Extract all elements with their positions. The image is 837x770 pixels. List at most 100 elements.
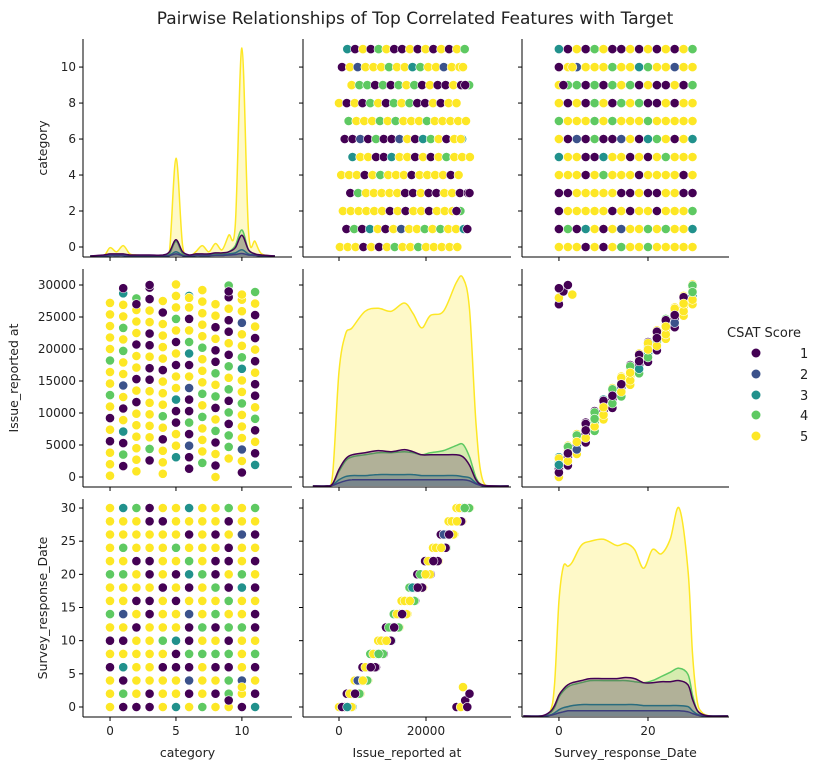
- scatter-point: [144, 340, 155, 351]
- kde-curve-csat-3: [312, 473, 509, 487]
- scatter-point: [105, 556, 115, 566]
- scatter-point: [197, 609, 208, 619]
- scatter-point: [197, 649, 208, 659]
- y-tick-label: 0: [68, 240, 76, 254]
- scatter-point: [131, 675, 142, 686]
- kde-fill-csat-1: [523, 677, 729, 717]
- panel-date-vs-date: 0 20: [518, 499, 729, 738]
- y-tick-label: 15: [61, 601, 76, 615]
- scatter-point: [554, 242, 564, 252]
- scatter-point: [625, 188, 636, 198]
- scatter-point: [197, 662, 208, 673]
- scatter-point: [563, 206, 573, 216]
- scatter-point: [554, 98, 564, 108]
- scatter-point: [625, 62, 636, 72]
- scatter-point: [616, 206, 627, 216]
- scatter-point: [598, 152, 609, 162]
- scatter-point: [210, 322, 221, 333]
- scatter-point: [184, 463, 194, 474]
- scatter-point: [236, 289, 247, 300]
- panel-date-vs-category: 0 5 10 15 20 25 30 0 5 10: [61, 499, 292, 738]
- scatter-point: [157, 457, 168, 468]
- panel-issue-vs-issue: [299, 269, 511, 491]
- scatter-point: [157, 422, 168, 433]
- scatter-point: [571, 80, 582, 90]
- scatter-point: [625, 44, 636, 54]
- scatter-point: [171, 325, 181, 336]
- scatter-point: [250, 556, 260, 566]
- scatter-point: [144, 432, 155, 443]
- scatter-point: [436, 542, 447, 553]
- scatter-point: [607, 44, 618, 54]
- scatter-point: [250, 516, 260, 527]
- panel-content: [334, 503, 475, 712]
- scatter-point: [105, 516, 115, 527]
- scatter-point: [250, 688, 260, 699]
- scatter-point: [171, 417, 181, 428]
- y-tick-label: 6: [68, 132, 76, 146]
- scatter-point: [171, 609, 181, 619]
- scatter-point: [589, 80, 600, 90]
- scatter-point: [634, 206, 644, 216]
- scatter-point: [616, 379, 627, 390]
- scatter-point: [634, 224, 644, 234]
- scatter-point: [118, 503, 129, 513]
- scatter-point: [118, 649, 129, 659]
- scatter-point: [171, 662, 181, 673]
- scatter-point: [157, 622, 168, 633]
- scatter-point: [105, 529, 115, 540]
- scatter-point: [105, 378, 115, 389]
- scatter-point: [643, 98, 653, 108]
- scatter-point: [634, 152, 644, 162]
- scatter-point: [210, 649, 221, 659]
- scatter-point: [105, 596, 115, 606]
- scatter-point: [223, 407, 234, 418]
- scatter-point: [554, 188, 564, 198]
- scatter-point: [554, 283, 564, 294]
- scatter-point: [131, 443, 142, 454]
- scatter-point: [580, 44, 591, 54]
- scatter-point: [563, 44, 573, 54]
- scatter-point: [131, 362, 142, 373]
- scatter-point: [184, 596, 194, 606]
- scatter-point: [157, 388, 168, 399]
- scatter-point: [563, 170, 573, 180]
- scatter-point: [184, 662, 194, 673]
- scatter-point: [144, 582, 155, 593]
- scatter-point: [197, 308, 208, 319]
- scatter-point: [687, 242, 698, 252]
- scatter-point: [171, 529, 181, 540]
- kde-curve-csat-2: [90, 252, 275, 257]
- scatter-point: [131, 351, 142, 361]
- scatter-point: [157, 635, 168, 646]
- scatter-point: [660, 152, 671, 162]
- scatter-point: [652, 333, 662, 343]
- scatter-point: [250, 675, 260, 686]
- scatter-point: [118, 529, 129, 540]
- scatter-point: [250, 702, 260, 712]
- scatter-point: [118, 283, 129, 294]
- scatter-point: [687, 224, 698, 234]
- scatter-point: [118, 662, 129, 673]
- scatter-point: [451, 516, 462, 527]
- y-tick-label: 20000: [38, 342, 76, 356]
- scatter-point: [660, 116, 671, 126]
- scatter-point: [589, 242, 600, 252]
- scatter-point: [210, 333, 221, 344]
- scatter-point: [589, 188, 600, 198]
- scatter-point: [171, 406, 181, 416]
- scatter-point: [197, 542, 208, 553]
- y-tick-label: 2: [68, 204, 76, 218]
- scatter-point: [184, 417, 194, 428]
- scatter-point: [250, 542, 260, 553]
- x-tick-label: 20: [640, 724, 655, 738]
- scatter-point: [157, 411, 168, 422]
- legend-label: 5: [800, 430, 808, 445]
- scatter-point: [567, 289, 578, 300]
- scatter-point: [223, 695, 234, 706]
- scatter-point: [157, 434, 168, 445]
- scatter-point: [197, 622, 208, 633]
- scatter-point: [389, 622, 400, 633]
- scatter-point: [131, 454, 142, 465]
- scatter-point: [669, 170, 680, 180]
